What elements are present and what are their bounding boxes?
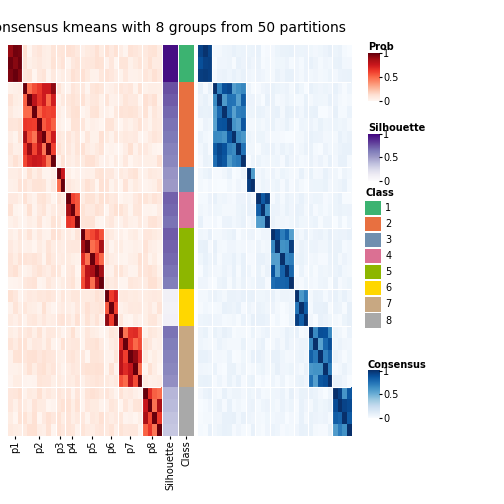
- Bar: [365, 233, 381, 247]
- Text: 5: 5: [385, 267, 392, 277]
- Text: 1: 1: [385, 203, 391, 213]
- Bar: [365, 217, 381, 231]
- Text: 2: 2: [385, 219, 392, 229]
- Text: 8: 8: [385, 316, 391, 326]
- Text: consensus kmeans with 8 groups from 50 partitions: consensus kmeans with 8 groups from 50 p…: [0, 21, 346, 35]
- Bar: [365, 249, 381, 263]
- Text: Class: Class: [365, 188, 394, 198]
- Text: Prob: Prob: [368, 42, 394, 52]
- Bar: [365, 313, 381, 328]
- Text: 7: 7: [385, 299, 392, 309]
- Bar: [365, 265, 381, 279]
- Bar: [365, 297, 381, 311]
- Text: Consensus: Consensus: [368, 360, 427, 369]
- Text: 4: 4: [385, 251, 391, 261]
- Text: 6: 6: [385, 283, 391, 293]
- Bar: [365, 281, 381, 295]
- Text: Silhouette: Silhouette: [368, 123, 425, 133]
- Bar: [365, 201, 381, 215]
- Text: 3: 3: [385, 235, 391, 245]
